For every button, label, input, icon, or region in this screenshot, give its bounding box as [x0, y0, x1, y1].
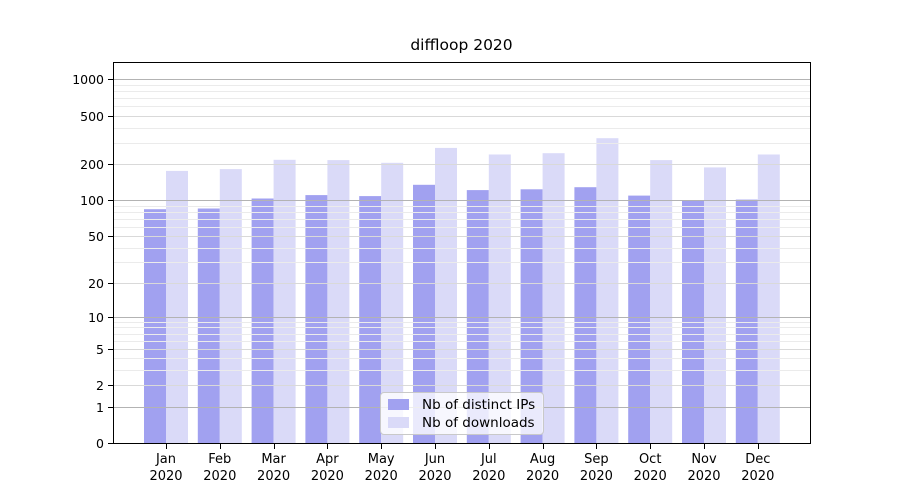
- bar-distinct-ips-dec: [735, 199, 758, 443]
- y-tick-label: 1000: [72, 72, 104, 87]
- bar-distinct-ips-sep: [574, 187, 597, 443]
- x-tick-label-year: 2020: [203, 469, 236, 484]
- x-tick-label-month: Aug: [530, 452, 555, 467]
- x-tick-label-month: Apr: [316, 452, 339, 467]
- y-tick-label: 500: [80, 109, 104, 124]
- x-tick-label-year: 2020: [634, 469, 667, 484]
- chart-title: diffloop 2020: [410, 36, 513, 54]
- x-tick-label-month: May: [368, 452, 395, 467]
- y-tick-label: 100: [80, 193, 104, 208]
- y-tick-label: 2: [96, 378, 104, 393]
- bar-distinct-ips-aug: [520, 189, 543, 443]
- bar-distinct-ips-jul: [466, 190, 489, 443]
- bar-downloads-sep: [596, 138, 619, 443]
- x-tick-label-year: 2020: [580, 469, 613, 484]
- x-tick-label-month: Nov: [691, 452, 717, 467]
- y-tick-label: 200: [80, 157, 104, 172]
- bar-downloads-jan: [166, 170, 188, 443]
- x-tick-label-year: 2020: [149, 469, 182, 484]
- bar-distinct-ips-feb: [197, 208, 220, 443]
- bar-distinct-ips-nov: [682, 200, 704, 443]
- gridlines: [113, 79, 810, 408]
- bar-downloads-dec: [757, 154, 780, 443]
- x-tick-label-month: Oct: [639, 452, 661, 467]
- bar-downloads-feb: [219, 169, 242, 443]
- bar-distinct-ips-mar: [251, 198, 274, 443]
- x-tick-label-year: 2020: [741, 469, 774, 484]
- bar-downloads-jun: [435, 147, 457, 443]
- y-tick-label: 5: [96, 342, 104, 357]
- bar-downloads-nov: [704, 167, 726, 443]
- bar-downloads-mar: [273, 159, 296, 444]
- x-tick-label-month: Feb: [208, 452, 231, 467]
- x-tick-label-year: 2020: [418, 469, 451, 484]
- bar-distinct-ips-apr: [305, 195, 328, 443]
- y-tick-label: 10: [88, 310, 104, 325]
- legend-label-downloads: Nb of downloads: [422, 414, 535, 431]
- bar-downloads-may: [381, 162, 404, 444]
- x-tick-label-month: Jan: [155, 452, 176, 467]
- x-tick-label-month: Jul: [480, 452, 497, 467]
- bar-distinct-ips-may: [359, 196, 382, 443]
- legend: Nb of distinct IPs Nb of downloads: [380, 392, 544, 435]
- bar-distinct-ips-jan: [144, 209, 166, 443]
- x-tick-label-year: 2020: [472, 469, 505, 484]
- x-tick-label-month: Mar: [261, 452, 286, 467]
- x-tick-label-year: 2020: [365, 469, 398, 484]
- legend-label-distinct-ips: Nb of distinct IPs: [422, 396, 536, 413]
- x-tick-label-year: 2020: [526, 469, 559, 484]
- legend-item-distinct-ips: Nb of distinct IPs: [388, 396, 537, 413]
- x-tick-label-year: 2020: [311, 469, 344, 484]
- y-tick-label: 50: [88, 229, 104, 244]
- bar-distinct-ips-jun: [413, 184, 435, 444]
- legend-item-downloads: Nb of downloads: [388, 414, 537, 431]
- x-tick-label-year: 2020: [687, 469, 720, 484]
- x-tick-label-month: Dec: [745, 452, 770, 467]
- legend-swatch-downloads: [388, 417, 409, 428]
- bar-downloads-aug: [542, 153, 565, 443]
- bar-distinct-ips-oct: [628, 195, 651, 443]
- y-tick-label: 20: [88, 276, 104, 291]
- legend-swatch-distinct-ips: [388, 399, 409, 410]
- plot-border: [113, 62, 811, 444]
- y-tick-label: 0: [96, 436, 104, 451]
- x-tick-label-year: 2020: [257, 469, 290, 484]
- x-tick-label-month: Jun: [424, 452, 445, 467]
- bar-downloads-apr: [327, 160, 350, 443]
- x-tick-label-month: Sep: [584, 452, 609, 467]
- y-tick-label: 1: [96, 400, 104, 415]
- bar-downloads-oct: [650, 160, 673, 443]
